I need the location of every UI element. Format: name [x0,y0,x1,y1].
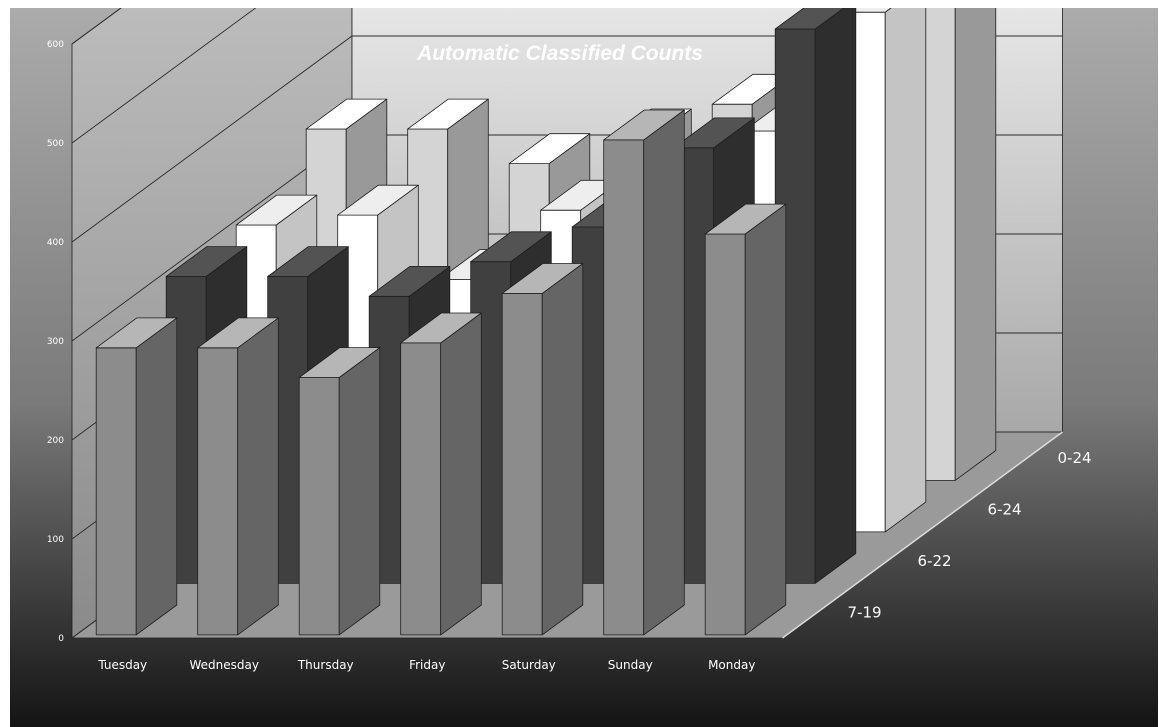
bar-top [165,246,248,277]
bar [501,263,584,636]
x-category-label: Sunday [608,658,653,672]
bar-front [400,342,442,636]
bar-front [704,233,746,636]
bar [914,8,997,481]
chart-labels: 0 100 200 300 400 500 600 Tuesday Wednesday Thurs… [47,40,1092,672]
chart-frame: 0 100 200 300 400 500 600 Tuesday Wednesday Thurs… [10,8,1158,727]
bar-side [744,203,787,636]
y-tick-label: 0 [58,634,64,644]
bar-top [704,203,787,235]
bar-top [501,263,584,294]
bar [95,317,178,636]
bar-front [95,347,137,636]
x-category-label: Tuesday [97,658,147,672]
x-category-label: Saturday [502,658,556,672]
chart-title: Automatic Classified Counts [416,42,703,65]
chart-bars [95,8,997,636]
bar [844,8,927,533]
bar-side [440,312,482,636]
bar-top [470,231,552,263]
y-tick-label: 400 [47,238,64,248]
x-category-label: Wednesday [190,658,259,672]
bar-top [368,265,451,297]
bar-front [501,292,543,636]
bar-top [774,8,845,30]
bar-top [508,133,591,165]
series-label: 0-24 [1058,449,1092,467]
series-label: 6-24 [988,500,1022,518]
series-label: 7-19 [848,603,882,621]
bar-front [197,347,239,636]
y-tick-label: 300 [47,337,64,347]
bar-top [603,109,685,141]
bar-top [337,184,419,216]
x-category-label: Friday [409,658,445,672]
bar-side [643,109,685,636]
bar [774,8,857,584]
bar-side [541,263,584,636]
bar-top [197,317,279,349]
bar-side [954,8,997,481]
y-tick-label: 500 [47,139,64,149]
bar-side [884,8,927,533]
bar [603,109,685,636]
bar-top [305,98,388,130]
bar-top [400,312,482,344]
bar-top [844,8,892,13]
chart: 0 100 200 300 400 500 600 Tuesday Wednesday Thurs… [10,8,1158,727]
bar [298,347,381,636]
bar-side [338,347,381,636]
y-tick-label: 600 [47,40,64,50]
floor-edge [782,431,1063,639]
bar-side [814,8,857,584]
bar-front [603,139,645,636]
bar-side [135,317,178,636]
bar-top [267,246,349,277]
y-tick-label: 100 [47,535,64,545]
x-category-label: Monday [708,658,755,672]
bar-top [298,347,381,378]
bar-top [235,194,318,226]
bar [704,203,787,636]
bar [400,312,482,636]
x-category-label: Thursday [297,658,354,672]
bar-front [298,377,340,636]
bar-top [673,117,755,149]
y-tick-label: 200 [47,436,64,446]
bar-top [407,98,489,130]
bar-top [95,317,178,349]
bar [197,317,279,636]
bar-side [237,317,279,636]
gridline [71,8,257,144]
series-label: 6-22 [918,552,952,570]
